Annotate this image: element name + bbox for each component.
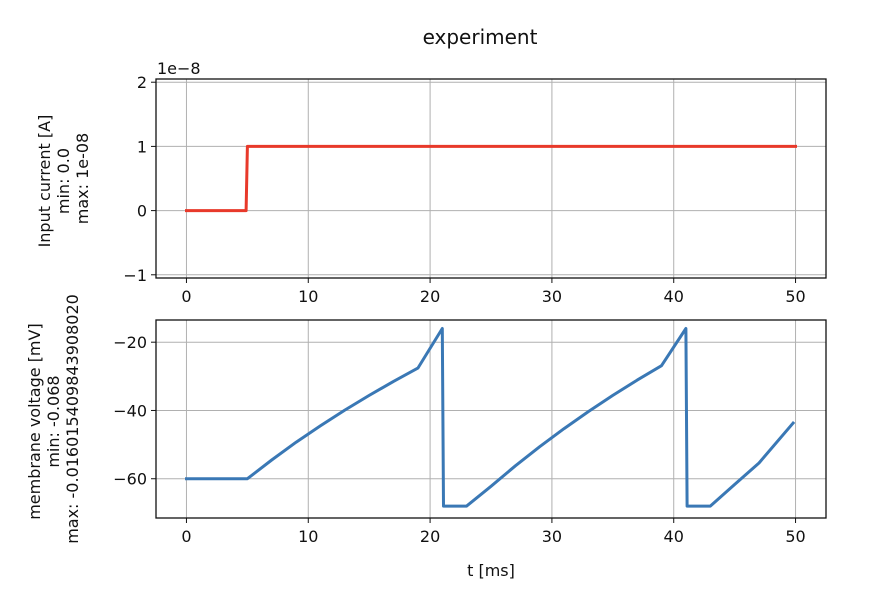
membrane-voltage-line-series bbox=[185, 327, 796, 508]
input-current-grid bbox=[156, 79, 826, 278]
membrane-voltage-xlabel: t [ms] bbox=[467, 561, 515, 580]
input-current-ylabel-line-3: max: 1e-08 bbox=[73, 133, 92, 225]
input-current-xtick-label: 0 bbox=[181, 287, 191, 306]
figure-title: experiment bbox=[423, 25, 538, 49]
membrane-voltage-ytick-label: −40 bbox=[113, 401, 147, 420]
membrane-voltage-axes-frame bbox=[155, 319, 827, 519]
input-current-ytick-label: 2 bbox=[137, 73, 147, 92]
membrane-voltage-ylabel-line-3: max: -0.016015409843908020 bbox=[63, 294, 82, 544]
membrane-voltage-xtick-label: 30 bbox=[542, 527, 562, 546]
input-current-ytick-label: 1 bbox=[137, 137, 147, 156]
membrane-voltage-ytick-label: −60 bbox=[113, 470, 147, 489]
membrane-voltage-xtick-label: 40 bbox=[664, 527, 684, 546]
input-current-axes-frame bbox=[155, 78, 827, 279]
input-current-subplot: 0 10 20 30 40 50 −1 0 1 2 1e−8 Input current [A] … bbox=[35, 59, 827, 306]
membrane-voltage-ylabel: membrane voltage [mV] min: -0.068 max: -… bbox=[25, 294, 82, 544]
input-current-ticks: 0 10 20 30 40 50 −1 0 1 2 bbox=[123, 73, 805, 306]
input-current-xtick-label: 50 bbox=[785, 287, 805, 306]
membrane-voltage-series-layer bbox=[185, 327, 796, 508]
membrane-voltage-ytick-label: −20 bbox=[113, 333, 147, 352]
input-current-xtick-label: 10 bbox=[298, 287, 318, 306]
membrane-voltage-grid bbox=[156, 320, 826, 518]
input-current-series-layer bbox=[185, 144, 797, 213]
input-current-ylabel: Input current [A] min: 0.0 max: 1e-08 bbox=[35, 110, 92, 248]
membrane-voltage-xtick-label: 50 bbox=[785, 527, 805, 546]
membrane-voltage-ticks: 0 10 20 30 40 50 −60 −40 −20 bbox=[113, 333, 805, 546]
membrane-voltage-xtick-label: 20 bbox=[420, 527, 440, 546]
membrane-voltage-xtick-label: 0 bbox=[181, 527, 191, 546]
membrane-voltage-ylabel-line-2: min: -0.068 bbox=[44, 375, 63, 467]
input-current-xtick-label: 40 bbox=[664, 287, 684, 306]
input-current-ylabel-line-1: Input current [A] bbox=[35, 115, 54, 248]
membrane-voltage-xtick-label: 10 bbox=[298, 527, 318, 546]
input-current-ylabel-line-2: min: 0.0 bbox=[54, 148, 73, 214]
input-current-line-series bbox=[185, 144, 797, 213]
input-current-ytick-label: 0 bbox=[137, 202, 147, 221]
input-current-ytick-label: −1 bbox=[123, 266, 147, 285]
input-current-offset-text: 1e−8 bbox=[157, 59, 201, 78]
input-current-xtick-label: 20 bbox=[420, 287, 440, 306]
input-current-xtick-label: 30 bbox=[542, 287, 562, 306]
membrane-voltage-subplot: 0 10 20 30 40 50 −60 −40 −20 t [ms] membrane vol… bbox=[25, 294, 827, 580]
membrane-voltage-ylabel-line-1: membrane voltage [mV] bbox=[25, 323, 44, 520]
